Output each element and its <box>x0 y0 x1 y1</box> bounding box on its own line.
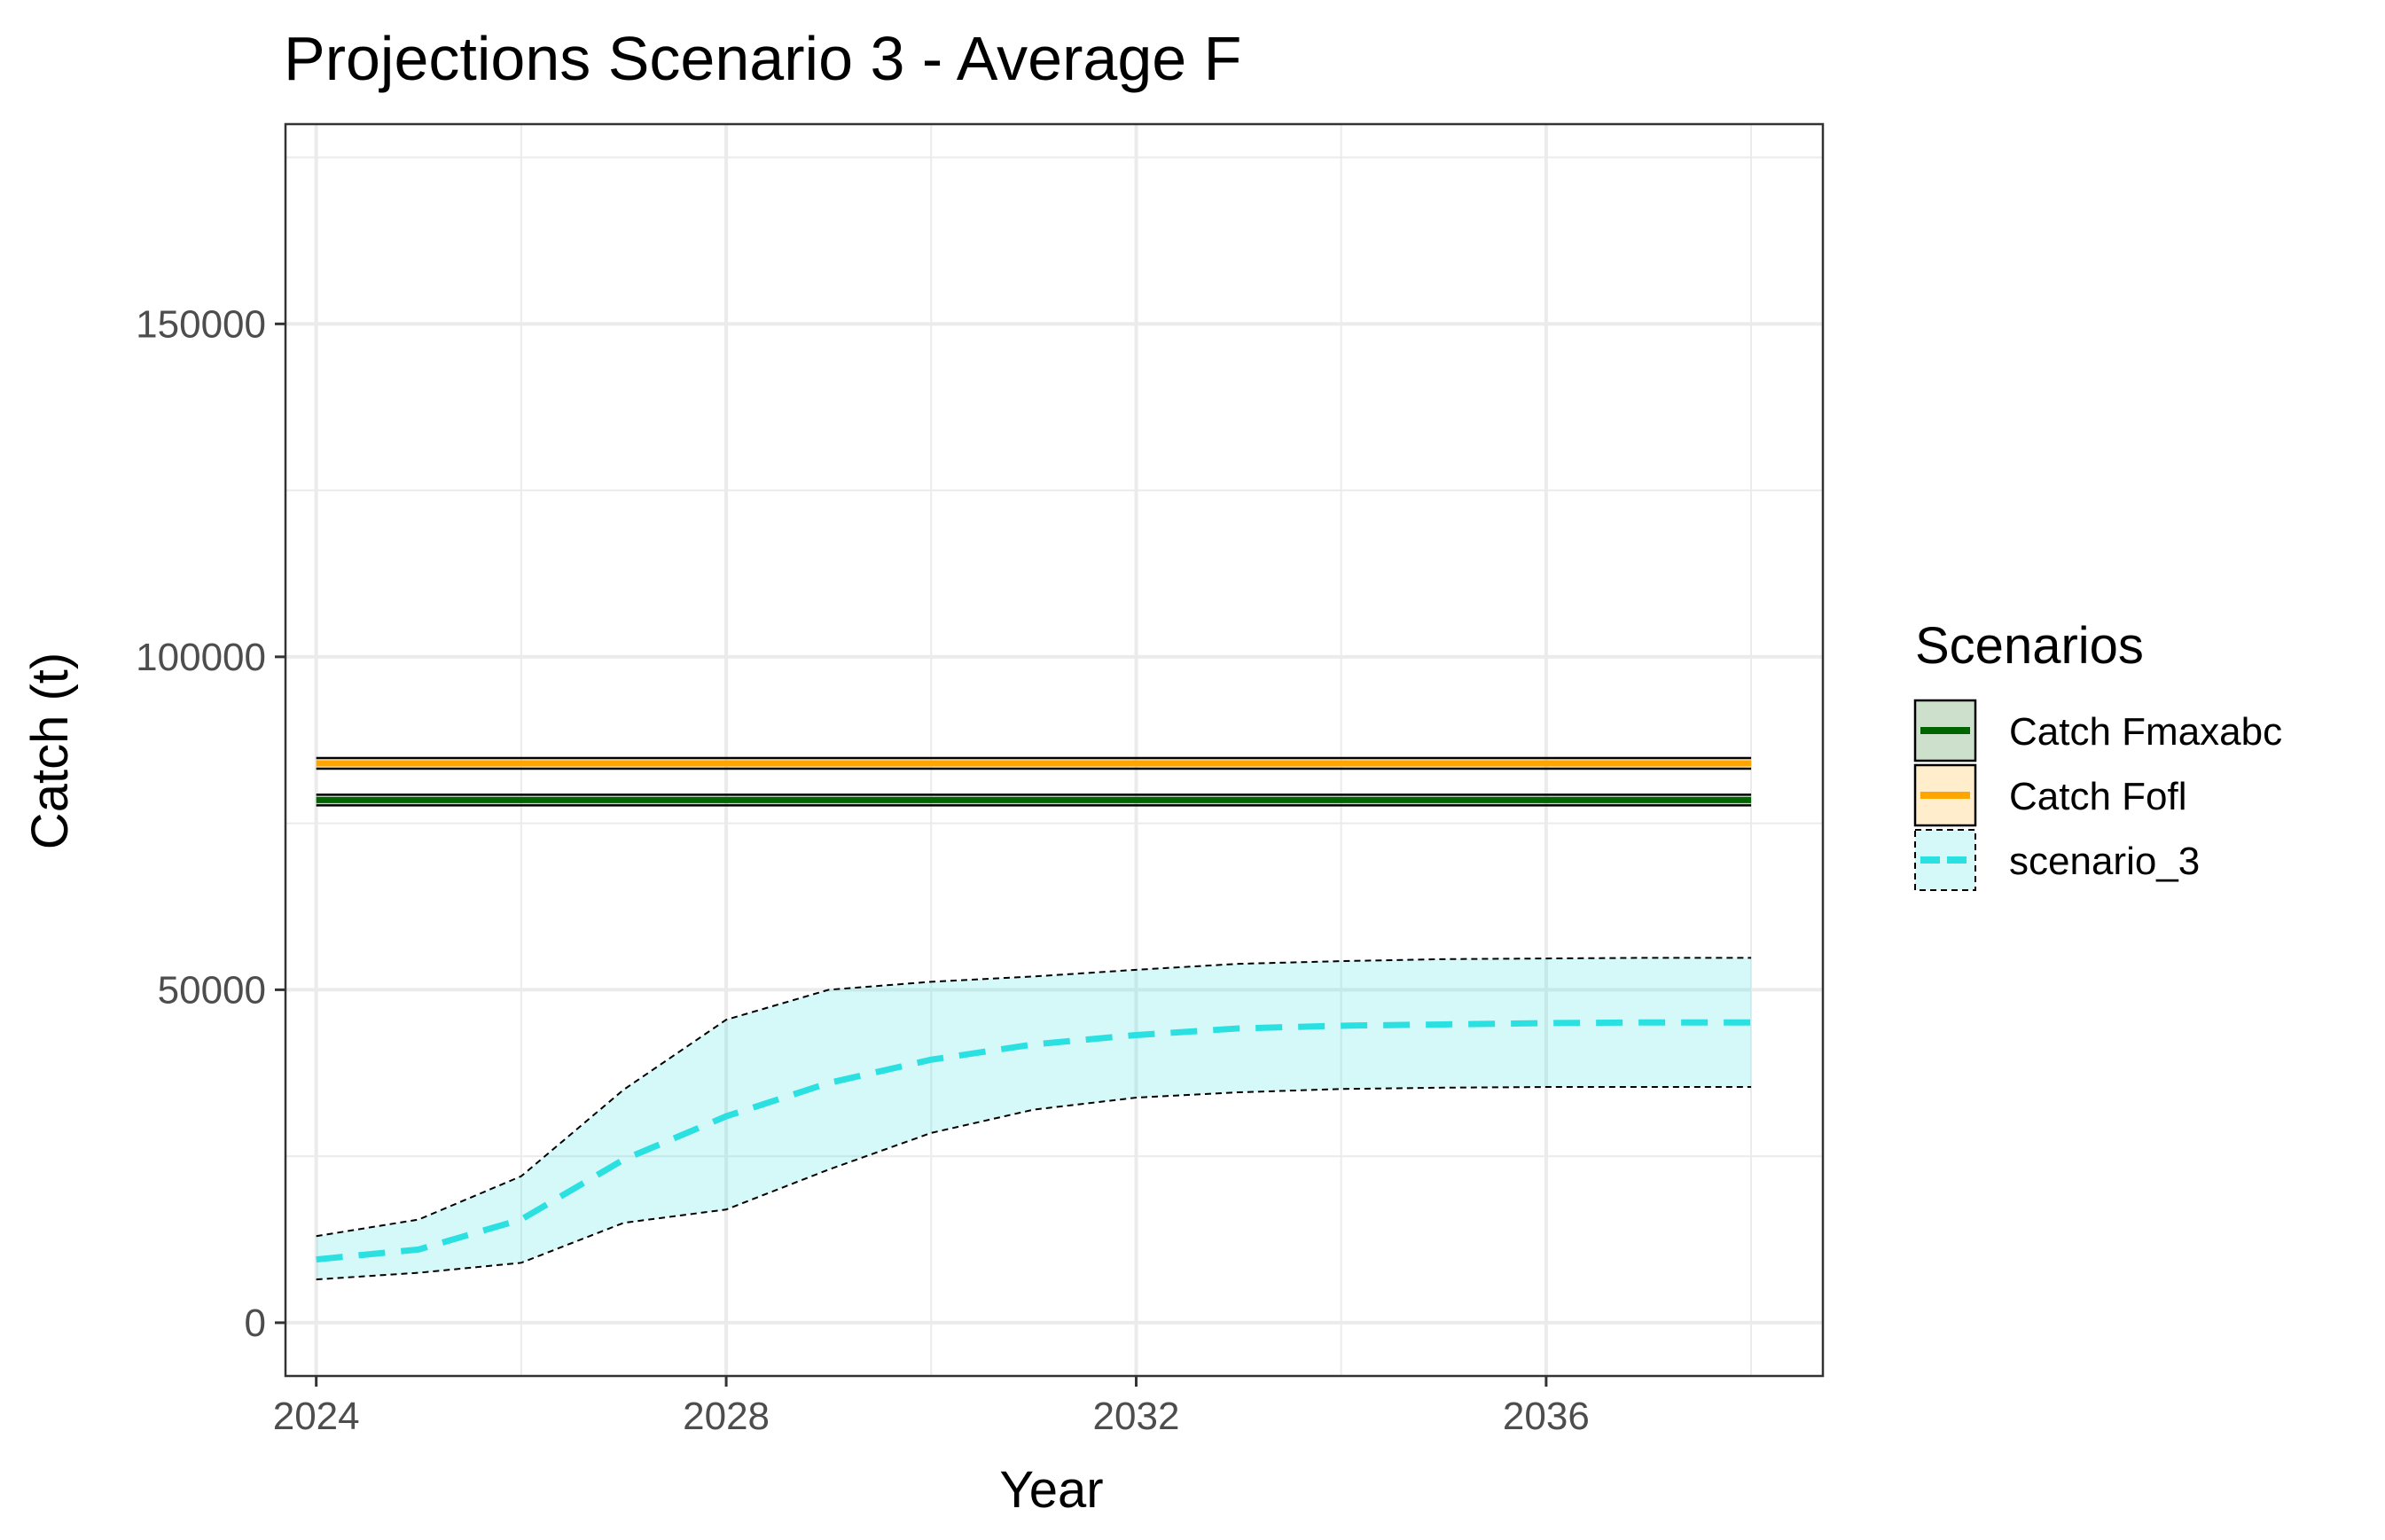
legend-label: Catch Fmaxabc <box>2009 710 2282 754</box>
legend-title: Scenarios <box>1915 617 2144 675</box>
plot-area: 2024 2028 2032 2036 0 50000 100000 150000 <box>136 122 1825 1438</box>
x-tick-label: 2036 <box>1503 1395 1590 1438</box>
band-upper-edge-scenario-3 <box>316 957 1752 1238</box>
x-tick-label: 2024 <box>273 1395 360 1438</box>
y-tick-label: 0 <box>245 1302 266 1345</box>
panel-border <box>284 122 1825 1378</box>
legend-key-border <box>1913 699 1977 762</box>
legend-key-border <box>1914 829 1976 891</box>
x-tick-label: 2028 <box>683 1395 770 1438</box>
legend-item-catch-fmaxabc: Catch Fmaxabc <box>1913 699 2282 762</box>
panel-background <box>285 124 1823 1376</box>
x-tick-label: 2032 <box>1093 1395 1180 1438</box>
y-tick-label: 150000 <box>136 302 266 346</box>
legend-key-border <box>1913 763 1977 827</box>
y-axis-title: Catch (t) <box>21 653 79 849</box>
legend-label: Catch Fofl <box>2009 775 2187 818</box>
series-line-scenario-3 <box>316 1019 1752 1263</box>
band-scenario-3 <box>316 958 1752 1280</box>
legend: Scenarios Catch Fmaxabc Catch Fofl scenari… <box>1913 617 2282 891</box>
legend-label: scenario_3 <box>2009 840 2200 883</box>
legend-item-catch-fofl: Catch Fofl <box>1913 763 2187 827</box>
y-tick-label: 100000 <box>136 636 266 679</box>
x-axis-title: Year <box>999 1461 1103 1519</box>
y-tick-label: 50000 <box>158 968 266 1012</box>
legend-item-scenario-3: scenario_3 <box>1914 829 2200 891</box>
chart-title: Projections Scenario 3 - Average F <box>284 24 1241 93</box>
